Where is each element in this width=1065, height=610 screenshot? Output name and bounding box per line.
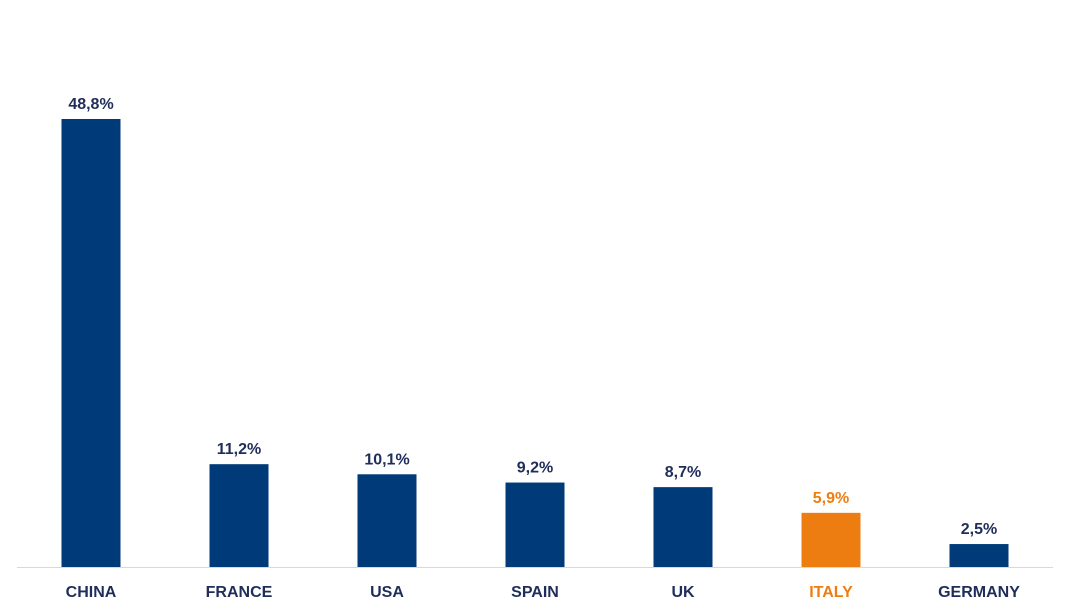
tick-label-china: CHINA: [66, 584, 117, 601]
tick-label-usa: USA: [370, 584, 404, 601]
x-axis-tick-labels: CHINA FRANCE USA SPAIN UK ITALY GERMANY: [66, 584, 1021, 601]
value-label-usa: 10,1%: [364, 451, 409, 468]
bar-uk: [653, 487, 713, 567]
bar-china: [61, 119, 121, 567]
tick-label-france: FRANCE: [206, 584, 273, 601]
bar-spain: [505, 482, 565, 567]
value-label-germany: 2,5%: [961, 521, 997, 538]
bar-italy: [801, 512, 861, 567]
value-labels-group: 48,8% 11,2% 10,1% 9,2% 8,7% 5,9% 2,5%: [68, 96, 997, 538]
bar-germany: [949, 544, 1009, 567]
value-label-france: 11,2%: [217, 441, 261, 458]
bar-usa: [357, 474, 417, 567]
value-label-china: 48,8%: [68, 96, 113, 113]
value-label-spain: 9,2%: [517, 460, 553, 477]
bars-group: [61, 119, 1009, 567]
tick-label-italy: ITALY: [809, 584, 853, 601]
value-label-uk: 8,7%: [665, 464, 701, 481]
tick-label-uk: UK: [671, 584, 695, 601]
tick-label-spain: SPAIN: [511, 584, 559, 601]
value-label-italy: 5,9%: [813, 490, 849, 507]
tick-label-germany: GERMANY: [938, 584, 1020, 601]
bar-france: [209, 464, 269, 567]
